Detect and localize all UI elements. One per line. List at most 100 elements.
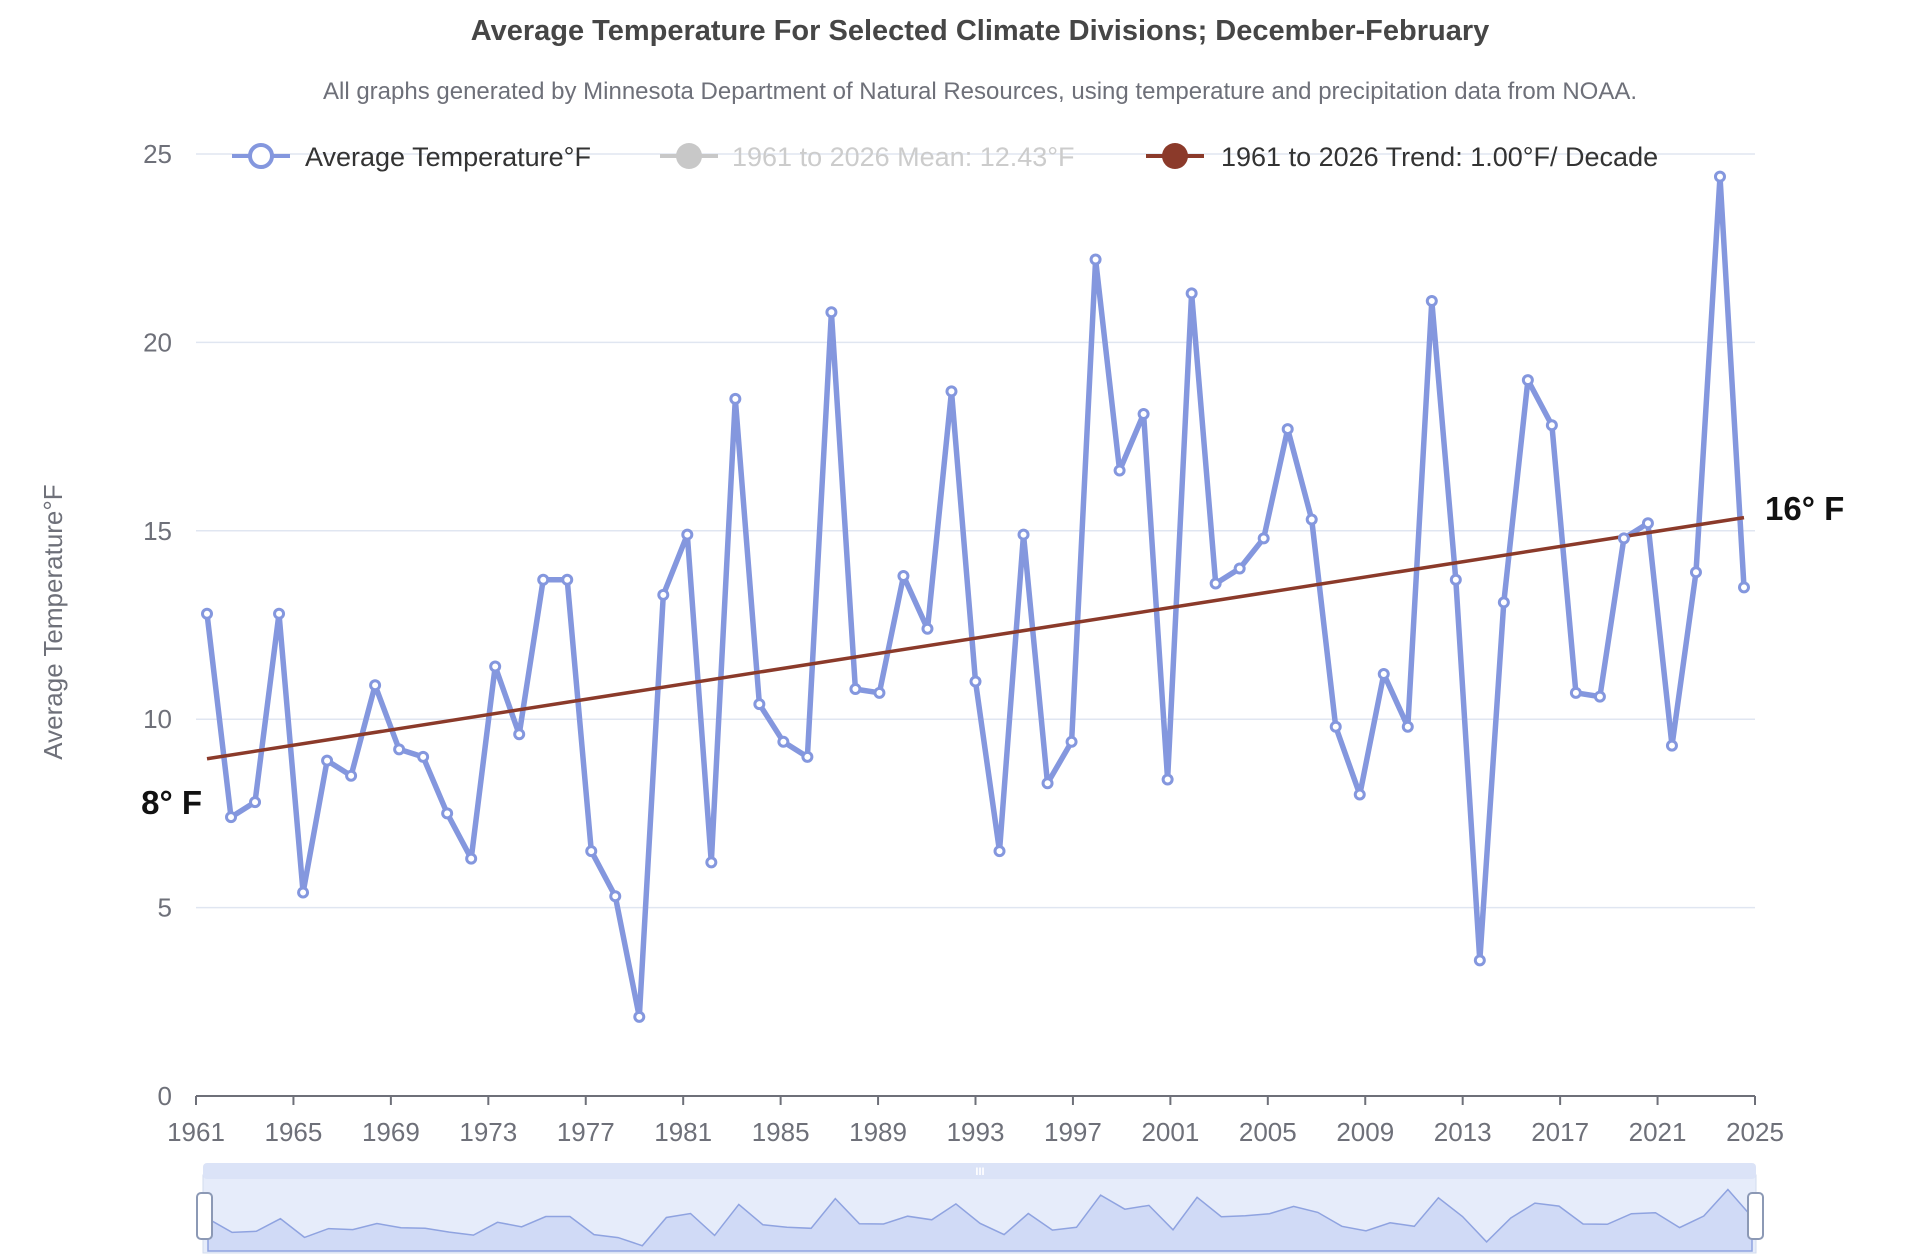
data-point [273,607,286,620]
data-point [1713,170,1726,183]
data-point [1641,517,1654,530]
data-point [1738,581,1750,594]
data-point [225,811,238,824]
data-point [465,852,478,865]
data-zoom-handle-right[interactable] [1747,1192,1764,1240]
legend-item-trend[interactable]: 1961 to 2026 Trend: 1.00°F/ Decade [1146,142,1658,172]
y-axis-label: Average Temperature°F [38,484,68,759]
data-point [1089,253,1102,266]
data-points [201,170,1750,1023]
data-point [1569,686,1582,699]
x-tick-label: 1997 [1044,1117,1102,1147]
data-point [1425,294,1438,307]
data-point [393,743,406,756]
data-point [753,698,766,711]
data-point [1209,577,1222,590]
data-point [561,573,574,586]
y-axis-ticks: 0 5 10 15 20 25 [143,139,172,1111]
data-point [1041,777,1054,790]
data-point [1689,566,1702,579]
x-tick-label: 1965 [265,1117,323,1147]
legend-label-mean: 1961 to 2026 Mean: 12.43°F [732,142,1075,172]
x-tick-label: 2021 [1629,1117,1687,1147]
data-point [873,686,886,699]
x-tick-label: 2017 [1531,1117,1589,1147]
data-point [801,750,814,763]
y-tick-label: 20 [143,327,172,357]
legend-label-trend: 1961 to 2026 Trend: 1.00°F/ Decade [1221,142,1658,172]
chart-subtitle: All graphs generated by Minnesota Depart… [323,78,1637,105]
data-point [1617,532,1630,545]
data-zoom-top-bar[interactable] [203,1163,1756,1179]
x-tick-label: 2001 [1141,1117,1199,1147]
data-point [729,392,742,405]
data-zoom-slider[interactable]: III [196,1163,1764,1254]
x-tick-label: 1993 [947,1117,1005,1147]
data-point [1521,374,1534,387]
data-point [1329,720,1342,733]
data-point [249,796,262,809]
data-point [1161,773,1174,786]
data-point [441,807,454,820]
x-tick-label: 1977 [557,1117,615,1147]
legend: Average Temperature°F 1961 to 2026 Mean:… [232,142,1658,172]
data-point [297,886,310,899]
data-point [1353,788,1366,801]
data-zoom-grip[interactable]: III [975,1166,984,1178]
data-point [1185,287,1198,300]
data-point [897,570,910,583]
annotation-end-value: 16° F [1765,490,1844,527]
legend-item-average-temperature[interactable]: Average Temperature°F [232,142,591,172]
data-zoom-handle-left[interactable] [196,1192,213,1240]
legend-label-average-temperature: Average Temperature°F [305,142,591,172]
data-point [777,735,790,748]
data-point [1257,532,1270,545]
x-axis: 1961 1965 1969 1973 1977 1981 1985 1989 1993 1997… [167,1095,1784,1147]
legend-item-mean[interactable]: 1961 to 2026 Mean: 12.43°F [660,142,1075,172]
legend-marker-trend [1162,143,1188,169]
data-point [1137,407,1150,420]
annotation-start-value: 8° F [141,784,202,821]
data-point [1449,573,1462,586]
x-tick-label: 1973 [459,1117,517,1147]
x-tick-label: 1961 [167,1117,225,1147]
x-tick-label: 1989 [849,1117,907,1147]
data-point [849,683,862,696]
data-point [1233,562,1246,575]
legend-marker-mean [676,143,702,169]
data-point [489,660,502,673]
data-point [585,845,598,858]
data-zoom-preview [207,1188,1753,1252]
data-point [993,845,1006,858]
data-point [201,607,213,620]
trend-line [206,515,1745,761]
data-point [1545,419,1558,432]
series-lines [204,173,1747,1020]
data-point [321,754,334,767]
average-temperature-line [204,173,1747,1020]
grid-lines [196,153,1755,909]
data-point [633,1010,646,1023]
data-point [1065,735,1078,748]
data-point [1113,464,1126,477]
x-tick-label: 2009 [1336,1117,1394,1147]
data-point [1305,513,1318,526]
data-point [657,588,670,601]
data-point [1377,667,1390,680]
data-point [1665,739,1678,752]
y-tick-label: 0 [158,1081,172,1111]
x-tick-label: 1985 [752,1117,810,1147]
data-point [609,890,622,903]
chart-title: Average Temperature For Selected Climate… [471,15,1490,47]
y-tick-label: 10 [143,704,172,734]
x-tick-label: 1969 [362,1117,420,1147]
x-tick-label: 2025 [1726,1117,1784,1147]
data-point [1401,720,1414,733]
data-point [345,769,358,782]
data-point [1281,423,1294,436]
data-point [1593,690,1606,703]
data-point [537,573,550,586]
data-point [1017,528,1030,541]
x-tick-label: 1981 [654,1117,712,1147]
